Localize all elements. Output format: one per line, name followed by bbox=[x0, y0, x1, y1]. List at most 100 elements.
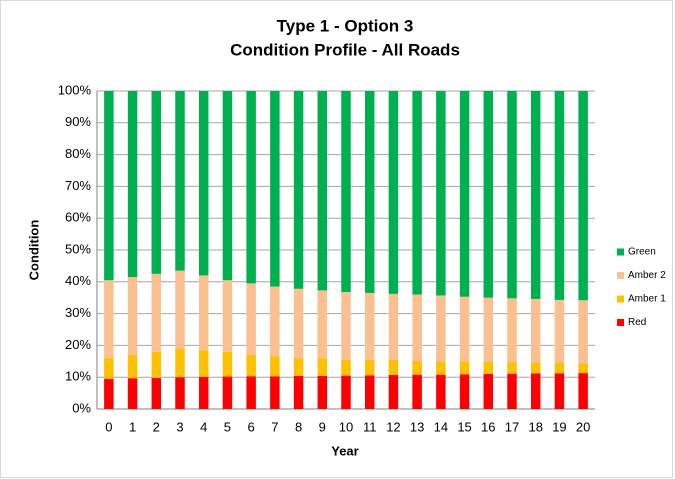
x-tick-label: 13 bbox=[410, 419, 424, 434]
x-tick-label: 9 bbox=[319, 419, 326, 434]
bar-segment bbox=[483, 361, 494, 375]
bar-segment bbox=[578, 91, 588, 301]
y-tick-label: 50% bbox=[65, 241, 91, 256]
bar-segment bbox=[412, 374, 422, 409]
x-tick-label: 4 bbox=[200, 419, 207, 434]
bar-segment bbox=[270, 376, 280, 409]
bar-segment bbox=[222, 376, 233, 409]
y-tick-label: 70% bbox=[65, 178, 91, 193]
bar-segment bbox=[246, 376, 256, 409]
y-tick-label: 90% bbox=[65, 114, 91, 129]
bar-segment bbox=[246, 283, 256, 355]
bar-segment bbox=[364, 359, 375, 376]
legend-label: Amber 2 bbox=[628, 270, 666, 281]
legend-label: Green bbox=[628, 247, 656, 258]
bar-segment bbox=[104, 358, 114, 379]
bar-segment bbox=[459, 296, 470, 362]
bar-segment bbox=[341, 291, 351, 360]
legend-swatch bbox=[617, 319, 624, 326]
bar-segment bbox=[459, 91, 470, 297]
bar-segment bbox=[293, 91, 304, 289]
bar-segment bbox=[293, 375, 304, 409]
bar-segment bbox=[104, 91, 114, 281]
bar-segment bbox=[364, 91, 375, 293]
y-tick-label: 100% bbox=[58, 82, 92, 97]
legend-label: Red bbox=[628, 317, 646, 328]
legend-swatch bbox=[617, 272, 624, 279]
bar-segment bbox=[341, 91, 351, 292]
bar-segment bbox=[104, 280, 114, 359]
bar-segment bbox=[127, 378, 138, 409]
bar-segment bbox=[222, 280, 233, 352]
bar-segment bbox=[293, 288, 304, 359]
bar-segment bbox=[388, 293, 399, 360]
x-axis-title: Year bbox=[331, 443, 358, 458]
bar-segment bbox=[388, 374, 399, 409]
y-tick-label: 0% bbox=[72, 400, 91, 415]
x-tick-label: 18 bbox=[528, 419, 542, 434]
x-tick-label: 6 bbox=[248, 419, 255, 434]
x-tick-label: 8 bbox=[295, 419, 302, 434]
bar-segment bbox=[246, 354, 256, 377]
bar-segment bbox=[222, 351, 233, 377]
bar-segment bbox=[151, 91, 162, 274]
bar-segment bbox=[151, 377, 162, 409]
x-tick-label: 1 bbox=[129, 419, 136, 434]
bar-segment bbox=[341, 375, 351, 409]
x-tick-label: 3 bbox=[176, 419, 183, 434]
bar-segment bbox=[317, 290, 328, 359]
y-tick-label: 10% bbox=[65, 369, 91, 384]
bar-segment bbox=[270, 91, 280, 287]
bar-segment bbox=[198, 350, 209, 377]
bar-segment bbox=[175, 91, 185, 271]
bar-segment bbox=[388, 359, 399, 375]
x-tick-label: 11 bbox=[363, 419, 377, 434]
bar-segment bbox=[554, 91, 565, 300]
x-tick-label: 19 bbox=[552, 419, 566, 434]
bar-segment bbox=[436, 295, 446, 362]
chart-subtitle: Condition Profile - All Roads bbox=[230, 40, 460, 59]
bar-segment bbox=[127, 91, 138, 278]
bar-segment bbox=[530, 91, 541, 299]
bar-segment bbox=[364, 375, 375, 409]
bar-segment bbox=[317, 358, 328, 376]
bar-segment bbox=[554, 362, 565, 374]
bar-segment bbox=[578, 300, 588, 364]
bar-segment bbox=[436, 361, 446, 375]
bar-segment bbox=[198, 376, 209, 409]
x-tick-label: 14 bbox=[434, 419, 448, 434]
x-tick-label: 16 bbox=[481, 419, 495, 434]
legend-label: Amber 1 bbox=[628, 294, 666, 305]
bar-segment bbox=[578, 373, 588, 409]
x-tick-label: 2 bbox=[153, 419, 160, 434]
y-tick-label: 40% bbox=[65, 273, 91, 288]
x-tick-label: 0 bbox=[105, 419, 112, 434]
bar-segment bbox=[222, 91, 233, 281]
y-tick-label: 60% bbox=[65, 210, 91, 225]
bar-segment bbox=[270, 356, 280, 377]
bar-segment bbox=[317, 375, 328, 409]
bar-segment bbox=[530, 362, 541, 374]
bar-segment bbox=[246, 91, 256, 284]
bar-segment bbox=[198, 275, 209, 351]
bar-segment bbox=[483, 297, 494, 362]
bar-segment bbox=[127, 277, 138, 355]
bar-segment bbox=[507, 373, 517, 409]
bar-segment bbox=[151, 273, 162, 352]
x-tick-label: 15 bbox=[457, 419, 471, 434]
bar-segment bbox=[507, 361, 517, 374]
bar-segment bbox=[530, 373, 541, 409]
legend-swatch bbox=[617, 295, 624, 303]
x-tick-label: 10 bbox=[339, 419, 353, 434]
bar-segment bbox=[436, 374, 446, 409]
bar-segment bbox=[412, 91, 422, 295]
bar-segment bbox=[483, 374, 494, 409]
bar-segment bbox=[388, 91, 399, 294]
bar-segment bbox=[364, 292, 375, 360]
bar-segment bbox=[412, 360, 422, 375]
y-tick-label: 80% bbox=[65, 146, 91, 161]
bar-segment bbox=[412, 294, 422, 361]
bar-segment bbox=[436, 91, 446, 296]
x-tick-label: 17 bbox=[505, 419, 519, 434]
